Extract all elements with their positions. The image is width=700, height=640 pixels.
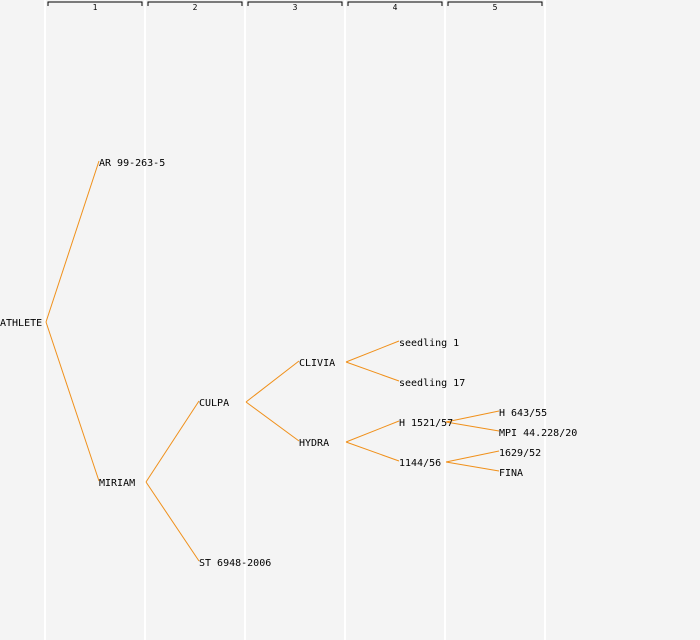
node-label-mpi: MPI 44.228/20 (499, 428, 577, 439)
node-label-hydra: HYDRA (299, 438, 329, 449)
pedigree-edges (45, 160, 500, 562)
node-label-s1: seedling 1 (399, 338, 459, 349)
edge-athlete-miriam (45, 321, 100, 482)
edge-n1144-fina (445, 461, 500, 472)
column-dividers (44, 0, 546, 640)
generation-bracket (447, 1, 543, 6)
generation-header: 5 (493, 3, 498, 12)
node-label-miriam: MIRIAM (99, 478, 135, 489)
edge-clivia-s17 (345, 361, 400, 382)
generation-bracket (47, 1, 143, 6)
node-label-h1521: H 1521/57 (399, 418, 453, 429)
node-label-h643: H 643/55 (499, 408, 547, 419)
edge-hydra-h1521 (345, 420, 400, 443)
edge-clivia-s1 (345, 340, 400, 363)
pedigree-labels: ATHLETE AR 99-263-5 MIRIAM CULPA ST 6948-200… (0, 158, 577, 569)
generation-headers: 1 2 3 4 5 (47, 1, 543, 12)
edge-n1144-n1629 (445, 450, 500, 463)
generation-header: 1 (93, 3, 98, 12)
generation-header: 4 (393, 3, 398, 12)
edge-h1521-h643 (445, 410, 500, 423)
node-label-n1629: 1629/52 (499, 448, 541, 459)
generation-bracket (347, 1, 443, 6)
node-label-st: ST 6948-2006 (199, 558, 271, 569)
generation-header: 3 (293, 3, 298, 12)
node-label-fina: FINA (499, 468, 523, 479)
edge-hydra-n1144 (345, 441, 400, 462)
edge-miriam-st (145, 481, 200, 562)
node-label-athlete: ATHLETE (0, 318, 42, 329)
edge-culpa-clivia (245, 360, 300, 403)
node-label-clivia: CLIVIA (299, 358, 335, 369)
edge-miriam-culpa (145, 400, 200, 483)
node-label-culpa: CULPA (199, 398, 229, 409)
node-label-n1144: 1144/56 (399, 458, 441, 469)
generation-header: 2 (193, 3, 198, 12)
edge-athlete-ar (45, 160, 100, 323)
edge-h1521-mpi (445, 421, 500, 432)
node-label-s17: seedling 17 (399, 378, 465, 389)
node-label-ar: AR 99-263-5 (99, 158, 165, 169)
edge-culpa-hydra (245, 401, 300, 442)
generation-bracket (247, 1, 343, 6)
generation-bracket (147, 1, 243, 6)
